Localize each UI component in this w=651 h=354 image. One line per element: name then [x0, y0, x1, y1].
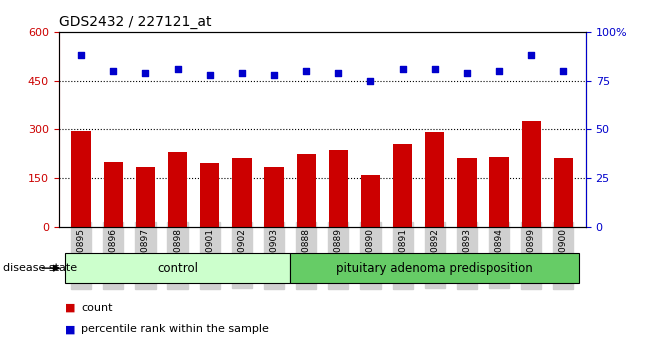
Bar [65, 253, 290, 283]
Point [108, 68, 118, 74]
Bar [168, 152, 187, 227]
Bar [200, 163, 219, 227]
Point [140, 70, 150, 76]
Point [430, 66, 440, 72]
Bar [290, 253, 579, 283]
Bar [490, 157, 508, 227]
Point [301, 68, 311, 74]
Bar [296, 154, 316, 227]
Text: pituitary adenoma predisposition: pituitary adenoma predisposition [337, 262, 533, 275]
Bar [361, 175, 380, 227]
Bar [72, 131, 90, 227]
Point [494, 68, 505, 74]
Text: control: control [157, 262, 198, 275]
Bar [457, 159, 477, 227]
Point [269, 72, 279, 78]
Text: percentile rank within the sample: percentile rank within the sample [81, 324, 270, 334]
Text: ■: ■ [65, 324, 76, 334]
Bar [554, 159, 573, 227]
Point [237, 70, 247, 76]
Bar [329, 150, 348, 227]
Point [462, 70, 472, 76]
Point [365, 78, 376, 84]
Bar [136, 166, 155, 227]
Point [397, 66, 408, 72]
Point [333, 70, 344, 76]
Point [526, 52, 536, 58]
Bar [232, 159, 251, 227]
Bar [264, 166, 284, 227]
Bar [393, 144, 412, 227]
Bar [425, 132, 445, 227]
Text: count: count [81, 303, 113, 313]
Text: disease state: disease state [3, 263, 77, 273]
Bar [104, 162, 123, 227]
Point [76, 52, 87, 58]
Point [173, 66, 183, 72]
Bar [521, 121, 541, 227]
Text: GDS2432 / 227121_at: GDS2432 / 227121_at [59, 16, 211, 29]
Point [204, 72, 215, 78]
Point [558, 68, 568, 74]
Text: ■: ■ [65, 303, 76, 313]
